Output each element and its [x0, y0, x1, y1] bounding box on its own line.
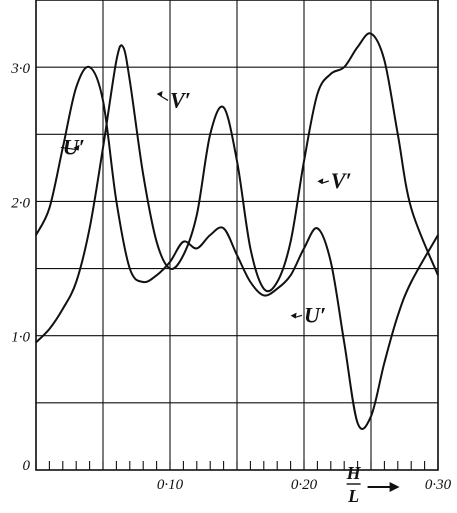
- x-axis-label-denominator: L: [347, 486, 359, 506]
- annotations: U′ V′ V′ U′: [60, 87, 352, 327]
- x-tick-label: 0·10: [157, 477, 184, 493]
- grid: [35, 0, 439, 471]
- annotation-arrowhead: [156, 91, 163, 97]
- series-group: [35, 32, 439, 430]
- series-v-prime-line: [35, 32, 439, 344]
- curve-label: V′: [331, 168, 352, 193]
- x-ticks: [35, 461, 439, 470]
- annotation-leader: [160, 95, 169, 101]
- y-tick-label: 0: [23, 458, 31, 474]
- y-tick-label: 2·0: [11, 195, 30, 211]
- annotation-leader: [60, 146, 78, 151]
- y-tick-label: 1·0: [11, 330, 30, 346]
- curve-label: U′: [63, 134, 85, 159]
- x-tick-label: 0·20: [291, 477, 318, 493]
- annotation-arrowhead: [73, 144, 80, 151]
- curve-label: U′: [304, 302, 326, 327]
- y-tick-label: 3·0: [10, 61, 30, 77]
- curve-label: V′: [170, 87, 191, 112]
- tick-labels: 0 1·0 2·0 3·0 0·10 0·20 0·30: [10, 61, 451, 493]
- x-tick-label: 0·30: [425, 477, 452, 493]
- series-u-prime-line: [35, 65, 439, 430]
- annotation-leader: [321, 180, 329, 184]
- annotation-leader: [294, 314, 303, 319]
- x-axis-arrowhead: [389, 482, 400, 492]
- annotation-arrowhead: [317, 178, 324, 185]
- x-axis-label: HL: [346, 463, 400, 506]
- annotation-arrowhead: [290, 312, 297, 319]
- x-axis-label-numerator: H: [346, 463, 362, 483]
